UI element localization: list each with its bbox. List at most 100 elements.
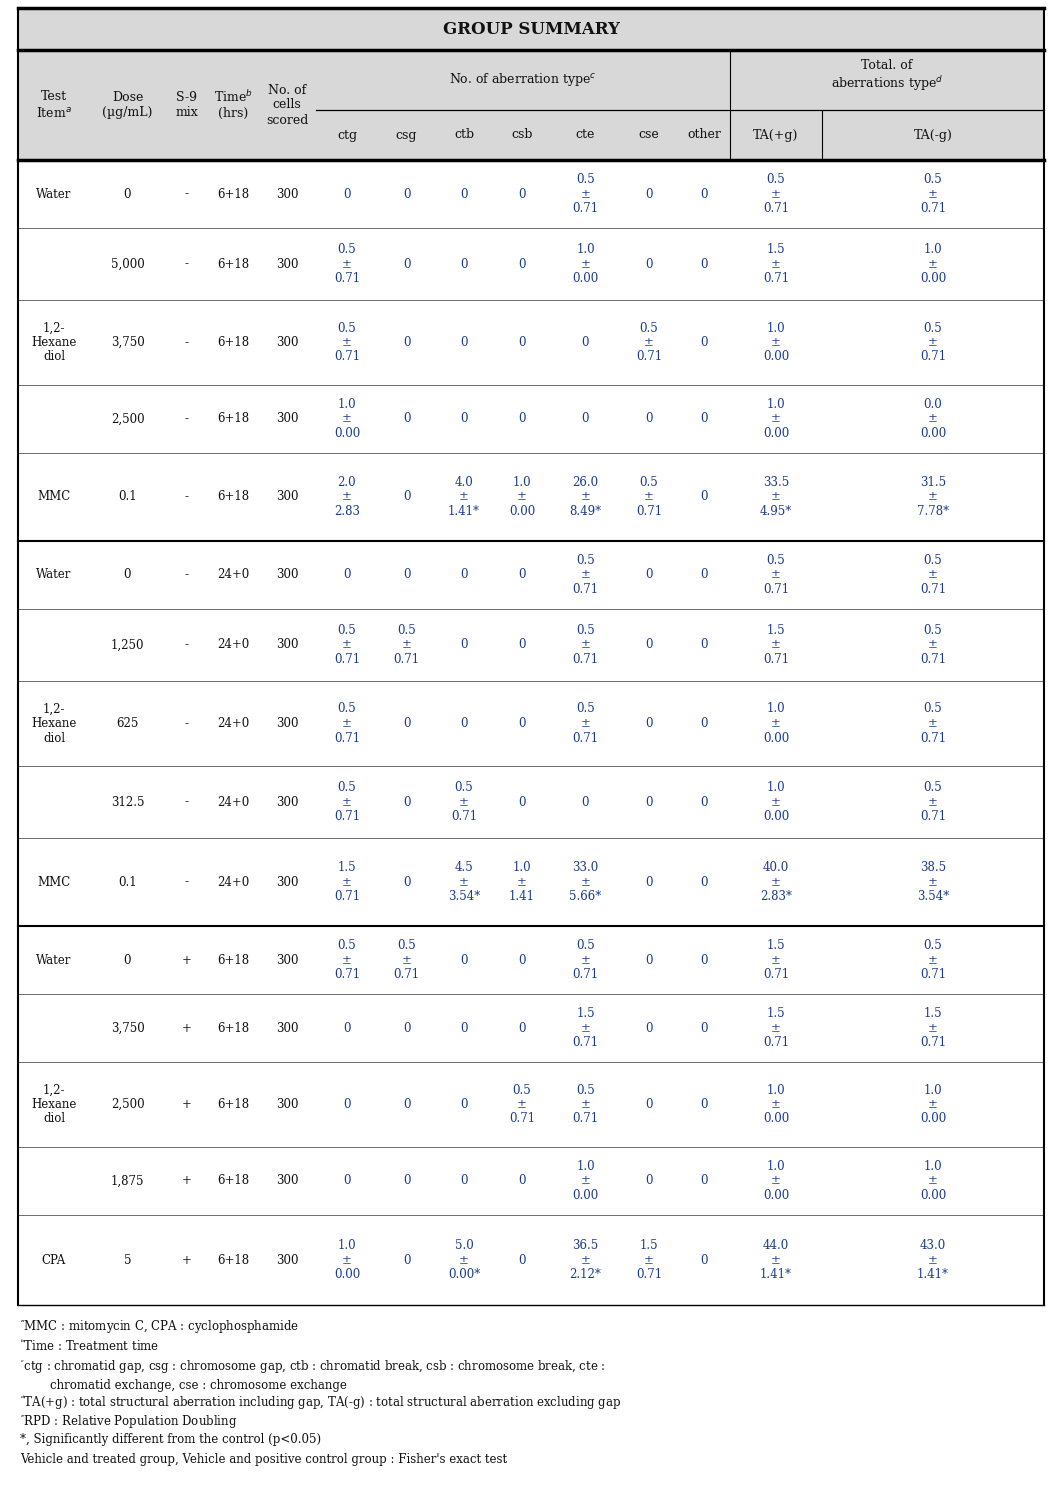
Text: 1.0
±
0.00: 1.0 ± 0.00 [509, 476, 535, 518]
Text: 38.5
±
3.54*: 38.5 ± 3.54* [917, 861, 949, 903]
Text: 0.5
±
0.71: 0.5 ± 0.71 [572, 1084, 599, 1126]
Text: 0: 0 [124, 188, 132, 200]
Text: 31.5
±
7.78*: 31.5 ± 7.78* [917, 476, 949, 518]
Text: 0: 0 [518, 1254, 526, 1267]
Text: 0: 0 [700, 257, 707, 271]
Text: ctg: ctg [337, 128, 357, 141]
Text: 0.5
±
0.71: 0.5 ± 0.71 [451, 781, 477, 823]
Text: 6+18: 6+18 [217, 257, 250, 271]
Text: -: - [185, 876, 188, 888]
Text: 1.0
±
0.00: 1.0 ± 0.00 [572, 242, 599, 284]
Text: 4.5
±
3.54*: 4.5 ± 3.54* [448, 861, 480, 903]
Text: 24+0: 24+0 [217, 569, 250, 581]
Text: -: - [185, 569, 188, 581]
Text: +: + [182, 1099, 191, 1111]
Text: 6+18: 6+18 [217, 1099, 250, 1111]
Text: 0: 0 [700, 1174, 707, 1187]
Text: TA(-g): TA(-g) [913, 128, 953, 141]
Text: 0: 0 [402, 491, 410, 504]
Text: 1.0
±
0.00: 1.0 ± 0.00 [920, 1160, 946, 1202]
Text: 0: 0 [402, 412, 410, 426]
Text: 0.1: 0.1 [118, 491, 137, 504]
Text: -: - [185, 257, 188, 271]
Text: +: + [182, 1174, 191, 1187]
Text: No. of aberration type$^c$: No. of aberration type$^c$ [449, 72, 597, 89]
Text: 0: 0 [460, 188, 467, 200]
Text: 44.0
±
1.41*: 44.0 ± 1.41* [760, 1239, 792, 1281]
Text: 43.0
±
1.41*: 43.0 ± 1.41* [917, 1239, 949, 1281]
Text: 1.5
±
0.71: 1.5 ± 0.71 [763, 1007, 789, 1049]
Text: 1.5
±
0.71: 1.5 ± 0.71 [333, 861, 360, 903]
Text: 0: 0 [518, 716, 526, 730]
Text: 2,500: 2,500 [110, 412, 144, 426]
Text: TA(+g): TA(+g) [753, 128, 799, 141]
Text: 0: 0 [700, 638, 707, 652]
Text: 24+0: 24+0 [217, 638, 250, 652]
Text: 300: 300 [276, 1174, 298, 1187]
Text: 1.0
±
0.00: 1.0 ± 0.00 [763, 1160, 789, 1202]
Text: 0.5
±
0.71: 0.5 ± 0.71 [920, 703, 946, 745]
Text: MMC: MMC [37, 876, 71, 888]
Text: 0: 0 [518, 336, 526, 349]
Text: -: - [185, 716, 188, 730]
Text: csg: csg [396, 128, 417, 141]
Text: 0.5
±
0.71: 0.5 ± 0.71 [572, 173, 599, 215]
Text: 0: 0 [402, 876, 410, 888]
Text: 0: 0 [460, 336, 467, 349]
Text: 0.5
±
0.71: 0.5 ± 0.71 [636, 476, 662, 518]
Text: 0: 0 [646, 876, 653, 888]
Text: 0: 0 [646, 638, 653, 652]
Text: 0: 0 [460, 638, 467, 652]
Text: 0: 0 [646, 716, 653, 730]
Text: 0: 0 [402, 257, 410, 271]
Text: 1.0
±
0.00: 1.0 ± 0.00 [763, 781, 789, 823]
Text: 0: 0 [343, 569, 350, 581]
Text: 0.5
±
0.71: 0.5 ± 0.71 [333, 322, 360, 364]
Text: 0: 0 [518, 1174, 526, 1187]
Text: 0: 0 [700, 954, 707, 966]
Text: ctb: ctb [453, 128, 474, 141]
Text: 0: 0 [518, 1022, 526, 1034]
Text: 300: 300 [276, 412, 298, 426]
Text: Time$^b$
(hrs): Time$^b$ (hrs) [213, 90, 253, 120]
Text: 1,2-
Hexane
diol: 1,2- Hexane diol [31, 322, 76, 364]
Text: 6+18: 6+18 [217, 412, 250, 426]
Text: 0: 0 [460, 569, 467, 581]
Text: csb: csb [511, 128, 533, 141]
Text: 0: 0 [402, 1022, 410, 1034]
Text: 1.0
±
0.00: 1.0 ± 0.00 [763, 1084, 789, 1126]
Text: 0.5
±
0.71: 0.5 ± 0.71 [572, 939, 599, 981]
Text: 0.5
±
0.71: 0.5 ± 0.71 [920, 322, 946, 364]
Text: 6+18: 6+18 [217, 491, 250, 504]
Text: 1,2-
Hexane
diol: 1,2- Hexane diol [31, 703, 76, 745]
Text: 300: 300 [276, 491, 298, 504]
Text: 625: 625 [117, 716, 139, 730]
Text: 0.5
±
0.71: 0.5 ± 0.71 [333, 939, 360, 981]
Text: 0: 0 [646, 1099, 653, 1111]
Text: 6+18: 6+18 [217, 188, 250, 200]
Text: 300: 300 [276, 716, 298, 730]
Text: 1.0
±
0.00: 1.0 ± 0.00 [333, 1239, 360, 1281]
Text: 6+18: 6+18 [217, 1174, 250, 1187]
Text: 0: 0 [460, 1174, 467, 1187]
Text: -: - [185, 412, 188, 426]
Text: CPA: CPA [41, 1254, 66, 1267]
Text: 0.5
±
0.71: 0.5 ± 0.71 [509, 1084, 535, 1126]
Text: 0.5
±
0.71: 0.5 ± 0.71 [393, 939, 419, 981]
Text: 0: 0 [460, 716, 467, 730]
Text: 0: 0 [518, 638, 526, 652]
Text: 5.0
±
0.00*: 5.0 ± 0.00* [448, 1239, 480, 1281]
Text: 0: 0 [402, 1099, 410, 1111]
Text: 0: 0 [343, 1099, 350, 1111]
Text: 6+18: 6+18 [217, 1254, 250, 1267]
Text: 3,750: 3,750 [110, 336, 144, 349]
Text: 0: 0 [700, 412, 707, 426]
Text: 1.0
±
0.00: 1.0 ± 0.00 [572, 1160, 599, 1202]
Bar [18, 8, 1044, 50]
Text: 2,500: 2,500 [110, 1099, 144, 1111]
Text: 0.5
±
0.71: 0.5 ± 0.71 [920, 939, 946, 981]
Text: $^{ᵉ}$RPD : Relative Population Doubling: $^{ᵉ}$RPD : Relative Population Doubling [20, 1413, 238, 1431]
Text: 24+0: 24+0 [217, 876, 250, 888]
Text: 0: 0 [518, 569, 526, 581]
Text: $^{ᵃ}$MMC : mitomycin C, CPA : cyclophosphamide: $^{ᵃ}$MMC : mitomycin C, CPA : cyclophos… [20, 1318, 299, 1336]
